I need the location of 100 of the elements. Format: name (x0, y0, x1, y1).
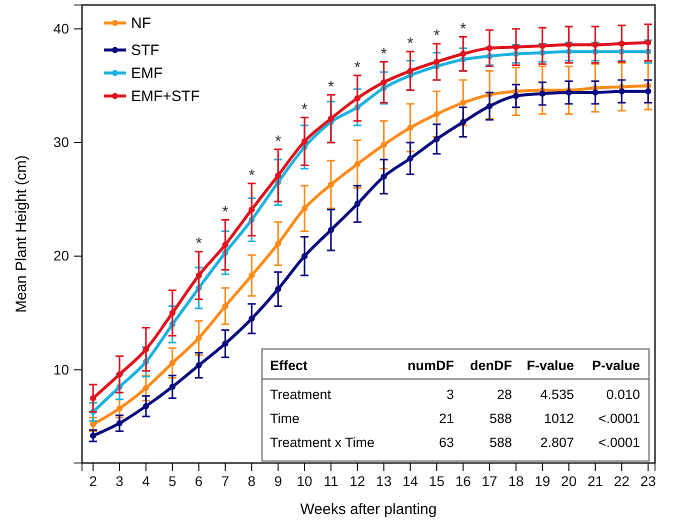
annotation: 1012 (544, 411, 574, 426)
point (301, 138, 308, 144)
x-tick-label: 3 (116, 472, 124, 489)
point (380, 79, 387, 86)
annotation: * (274, 133, 282, 150)
x-tick-label: 15 (428, 472, 445, 489)
point (328, 226, 334, 234)
point (328, 181, 334, 188)
point (434, 136, 440, 142)
point (434, 111, 440, 118)
x-tick-label: 14 (402, 472, 418, 489)
y-axis-title: Mean Plant Height (cm) (13, 155, 30, 313)
y-tick-label: 30 (53, 134, 70, 150)
x-tick-label: 23 (640, 472, 656, 489)
x-tick-label: 9 (274, 472, 282, 489)
point (645, 88, 652, 94)
x-tick-label: 18 (508, 472, 524, 489)
annotation: 3 (446, 387, 454, 402)
point (90, 395, 96, 402)
point (275, 240, 282, 247)
annotation: * (460, 20, 466, 38)
point (248, 272, 255, 279)
point (512, 92, 520, 99)
x-tick-label: 7 (221, 472, 230, 489)
point (354, 161, 360, 168)
annotation: * (434, 28, 440, 45)
x-tick-label: 10 (296, 472, 313, 489)
point (142, 384, 150, 392)
point (196, 334, 202, 342)
x-tick-label: 8 (248, 472, 256, 489)
x-tick-label: 6 (194, 472, 203, 489)
legend-label: EMF+STF (131, 88, 200, 105)
annotation: * (328, 78, 334, 96)
point (486, 103, 493, 110)
annotation: P-value (592, 358, 640, 373)
annotation: F-value (526, 358, 574, 373)
x-tick-label: 11 (324, 472, 338, 489)
x-tick-label: 21 (587, 472, 604, 489)
point (380, 142, 387, 148)
point (275, 286, 282, 292)
point (142, 403, 150, 410)
y-tick-label: 20 (53, 248, 70, 264)
point (486, 45, 493, 52)
annotation: 588 (489, 435, 512, 450)
annotation: Treatment (270, 387, 332, 402)
point (275, 172, 282, 179)
annotation: Treatment x Time (270, 435, 375, 450)
point (539, 42, 546, 49)
point (142, 346, 150, 352)
point (460, 100, 466, 106)
annotation: 21 (438, 411, 454, 426)
annotation: * (380, 46, 387, 63)
point (592, 89, 598, 96)
point (196, 362, 202, 368)
y-tick-label: 10 (53, 361, 70, 378)
annotation: 2.807 (540, 435, 574, 450)
legend-label: NF (131, 15, 151, 32)
y-tick-label: 40 (53, 20, 70, 36)
point (222, 303, 228, 310)
point (592, 42, 598, 48)
annotation: 28 (496, 387, 512, 402)
point (407, 155, 414, 162)
legend-label: EMF (131, 65, 163, 82)
x-tick-label: 5 (168, 472, 176, 489)
point (618, 88, 625, 94)
x-tick-label: 20 (561, 472, 577, 489)
point (116, 371, 123, 378)
point (645, 39, 652, 46)
point (116, 405, 123, 412)
point (116, 420, 123, 426)
point (169, 310, 176, 316)
x-tick-label: 4 (142, 472, 150, 489)
point (248, 206, 255, 213)
annotation: Time (270, 411, 300, 426)
point (354, 95, 360, 102)
annotation: numDF (408, 358, 454, 373)
annotation: * (196, 236, 202, 253)
x-tick-label: 17 (482, 472, 498, 489)
point (222, 340, 228, 347)
point (354, 200, 360, 207)
annotation: <.0001 (598, 435, 640, 450)
point (618, 40, 625, 47)
point (90, 421, 96, 428)
point (301, 205, 308, 212)
x-tick-label: 12 (350, 472, 366, 489)
x-tick-label: 22 (614, 472, 630, 489)
point (196, 272, 202, 279)
annotation: * (248, 167, 255, 184)
point (169, 360, 176, 366)
legend-label: STF (131, 42, 160, 59)
point (460, 118, 466, 126)
annotation: * (354, 59, 361, 76)
annotation: 63 (438, 435, 454, 450)
annotation: <.0001 (598, 411, 640, 426)
point (248, 316, 255, 322)
point (169, 384, 176, 390)
point (566, 89, 572, 96)
x-tick-label: 13 (376, 472, 392, 489)
point (301, 253, 308, 260)
point (566, 42, 572, 48)
